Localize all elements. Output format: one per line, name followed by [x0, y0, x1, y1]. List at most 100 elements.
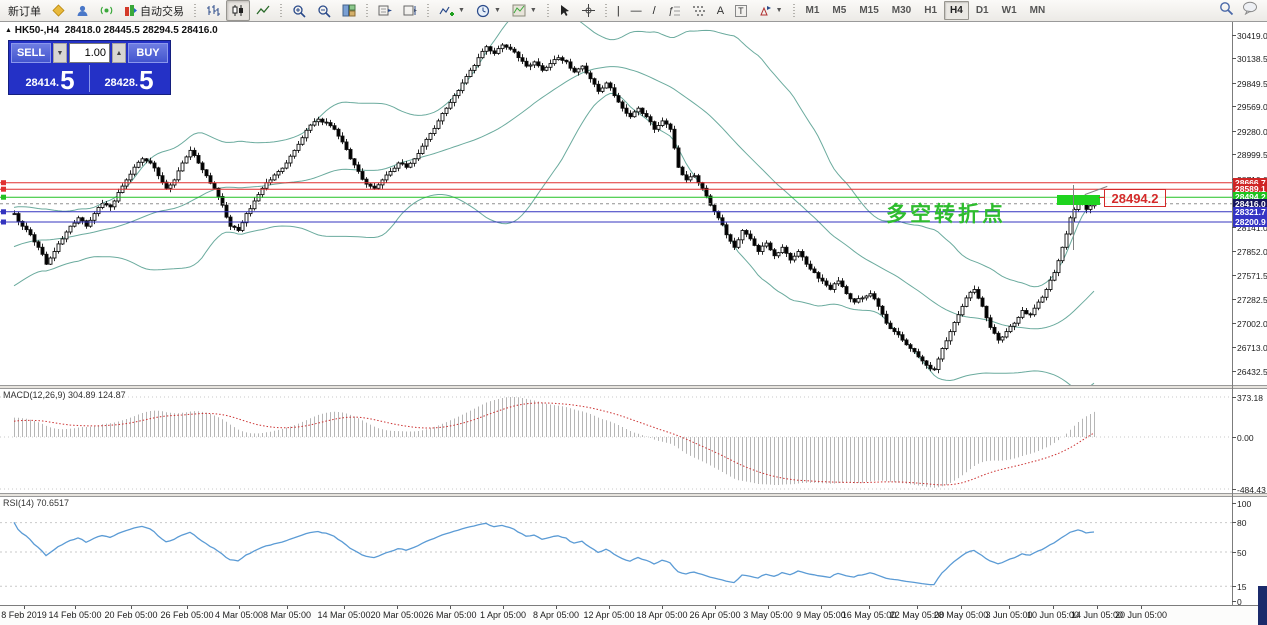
crosshair-button[interactable] — [577, 0, 600, 21]
price-callout-label[interactable]: 28494.2 — [1104, 189, 1166, 207]
candle-bear — [900, 334, 905, 341]
auto-scroll-button[interactable] — [373, 0, 397, 21]
channel-button[interactable] — [687, 0, 711, 21]
timeframe-H1[interactable]: H1 — [924, 5, 938, 16]
market-watch-button[interactable] — [47, 0, 70, 21]
data-window-button[interactable] — [71, 0, 94, 21]
periods-button[interactable]: ▼ — [471, 0, 506, 21]
level-line-handle[interactable] — [1, 186, 6, 192]
line-chart-button[interactable] — [251, 0, 275, 21]
candle-bear — [492, 50, 497, 54]
text-label-button[interactable]: T — [730, 0, 752, 21]
new-order-button[interactable]: 新订单 — [3, 0, 46, 21]
main-chart-panel[interactable]: ▲ HK50-,H4 28418.0 28445.5 28294.5 28416… — [0, 6, 1267, 391]
timeframe-M15[interactable]: M15 — [859, 5, 879, 16]
volume-increase-button[interactable]: ▲ — [112, 43, 126, 63]
timeframe-M30[interactable]: M30 — [891, 5, 912, 16]
candlestick-chart-button[interactable] — [226, 0, 250, 21]
candlestick-chart[interactable] — [0, 6, 1232, 391]
candle-bull — [288, 155, 293, 164]
candle-bear — [44, 253, 49, 265]
timeframe-H4[interactable]: H4 — [944, 1, 969, 20]
price-callout-pointer — [1099, 197, 1104, 198]
rsi-chart[interactable] — [0, 497, 1232, 605]
candle-bull — [692, 175, 697, 178]
time-label: 8 Apr 05:00 — [532, 610, 580, 620]
zoom-out-button[interactable] — [312, 0, 336, 21]
fibonacci-button[interactable]: ƒ — [662, 0, 686, 21]
candle-bull — [1052, 272, 1057, 281]
candle-bear — [336, 128, 341, 137]
indicators-add-icon — [439, 4, 454, 18]
candle-bear — [356, 164, 361, 172]
sell-button[interactable]: SELL — [11, 43, 51, 63]
one-click-trading-panel: SELL ▼ 1.00 ▲ BUY 28414. 5 28428. 5 — [8, 40, 171, 95]
candle-bear — [904, 339, 909, 346]
zoom-in-button[interactable] — [287, 0, 311, 21]
candle-bear — [344, 141, 349, 150]
annotation-green-rectangle[interactable] — [1057, 195, 1100, 205]
bar-chart-button[interactable] — [201, 0, 225, 21]
horizontal-line-button[interactable]: — — [626, 0, 647, 21]
buy-price[interactable]: 28428. 5 — [90, 65, 168, 93]
candle-bear — [536, 61, 541, 67]
indicators-button[interactable]: ▼ — [434, 0, 470, 21]
panel-splitter[interactable] — [0, 385, 1267, 389]
candle-bear — [32, 234, 37, 243]
templates-button[interactable]: ▼ — [507, 0, 542, 21]
annotation-text[interactable]: 多空转折点 — [886, 203, 1006, 226]
chart-shift-button[interactable] — [398, 0, 422, 21]
search-icon[interactable] — [1219, 1, 1234, 21]
toolbar-separator — [427, 3, 429, 18]
time-tick — [662, 606, 663, 609]
vertical-line-button[interactable]: | — [612, 0, 625, 21]
candle-bear — [1028, 313, 1033, 316]
dropdown-arrow-icon: ▼ — [493, 7, 501, 14]
arrows-button[interactable]: ▼ — [753, 0, 788, 21]
candle-bull — [544, 66, 549, 71]
candle-bear — [220, 196, 225, 206]
sell-price[interactable]: 28414. 5 — [11, 65, 90, 93]
navigator-button[interactable] — [95, 0, 118, 21]
macd-chart[interactable] — [0, 389, 1232, 493]
level-line-handle[interactable] — [1, 219, 6, 225]
candle-bear — [816, 272, 821, 279]
text-button[interactable]: A — [712, 0, 729, 21]
candle-bear — [588, 72, 593, 80]
candle-bear — [916, 351, 921, 358]
chat-icon[interactable] — [1242, 1, 1258, 20]
timeframe-W1[interactable]: W1 — [1001, 5, 1017, 16]
candle-bull — [500, 44, 505, 50]
level-line-handle[interactable] — [1, 194, 6, 200]
level-line-handle[interactable] — [1, 209, 6, 215]
candle-bull — [736, 239, 741, 248]
macd-panel[interactable]: MACD(12,26,9) 304.89 124.87 — [0, 389, 1267, 493]
candle-bear — [368, 183, 373, 187]
volume-decrease-button[interactable]: ▼ — [53, 43, 67, 63]
tile-windows-button[interactable] — [337, 0, 361, 21]
auto-trading-button[interactable]: 自动交易 — [119, 0, 189, 21]
panel-splitter[interactable] — [0, 493, 1267, 497]
candle-bear — [620, 101, 625, 109]
timeframe-D1[interactable]: D1 — [975, 5, 989, 16]
cursor-button[interactable] — [554, 0, 576, 21]
trendline-button[interactable]: / — [648, 0, 661, 21]
timeframe-M5[interactable]: M5 — [832, 5, 847, 16]
buy-button[interactable]: BUY — [128, 43, 168, 63]
toolbar-separator — [194, 3, 196, 18]
candle-bull — [392, 167, 397, 172]
volume-input[interactable]: 1.00 — [69, 43, 110, 63]
candle-bull — [276, 171, 281, 176]
time-tick — [287, 606, 288, 609]
timeframe-M1[interactable]: M1 — [805, 5, 820, 16]
candle-bear — [696, 175, 701, 184]
level-line-handle[interactable] — [1, 180, 6, 186]
candle-bear — [560, 57, 565, 61]
rsi-panel[interactable]: RSI(14) 70.6517 — [0, 497, 1267, 605]
price-tick-label: 26713.0 — [1237, 343, 1267, 353]
time-axis[interactable]: 8 Feb 2019 14 Feb 05:00 20 Feb 05:00 26 Feb… — [0, 605, 1267, 625]
candle-bear — [700, 182, 705, 189]
timeframe-MN[interactable]: MN — [1029, 5, 1046, 16]
annotation-vertical-line[interactable] — [1073, 185, 1074, 250]
candle-bear — [328, 122, 333, 127]
